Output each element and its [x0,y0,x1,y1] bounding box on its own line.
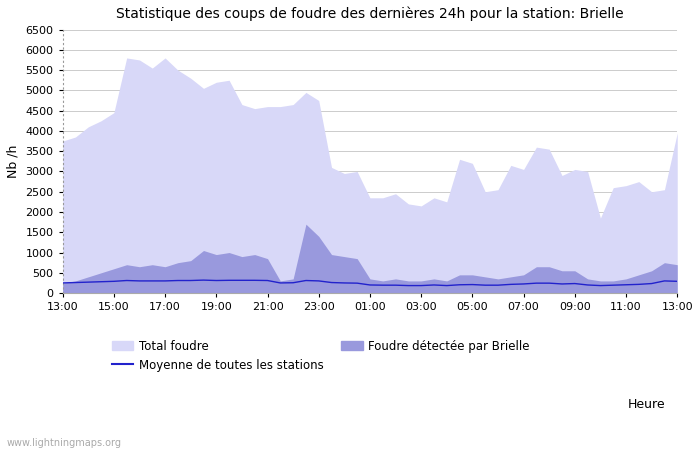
Text: www.lightningmaps.org: www.lightningmaps.org [7,438,122,448]
Text: Heure: Heure [627,398,665,411]
Legend: Total foudre, Moyenne de toutes les stations, Foudre détectée par Brielle: Total foudre, Moyenne de toutes les stat… [111,340,530,372]
Y-axis label: Nb /h: Nb /h [7,144,20,178]
Title: Statistique des coups de foudre des dernières 24h pour la station: Brielle: Statistique des coups de foudre des dern… [116,7,624,22]
